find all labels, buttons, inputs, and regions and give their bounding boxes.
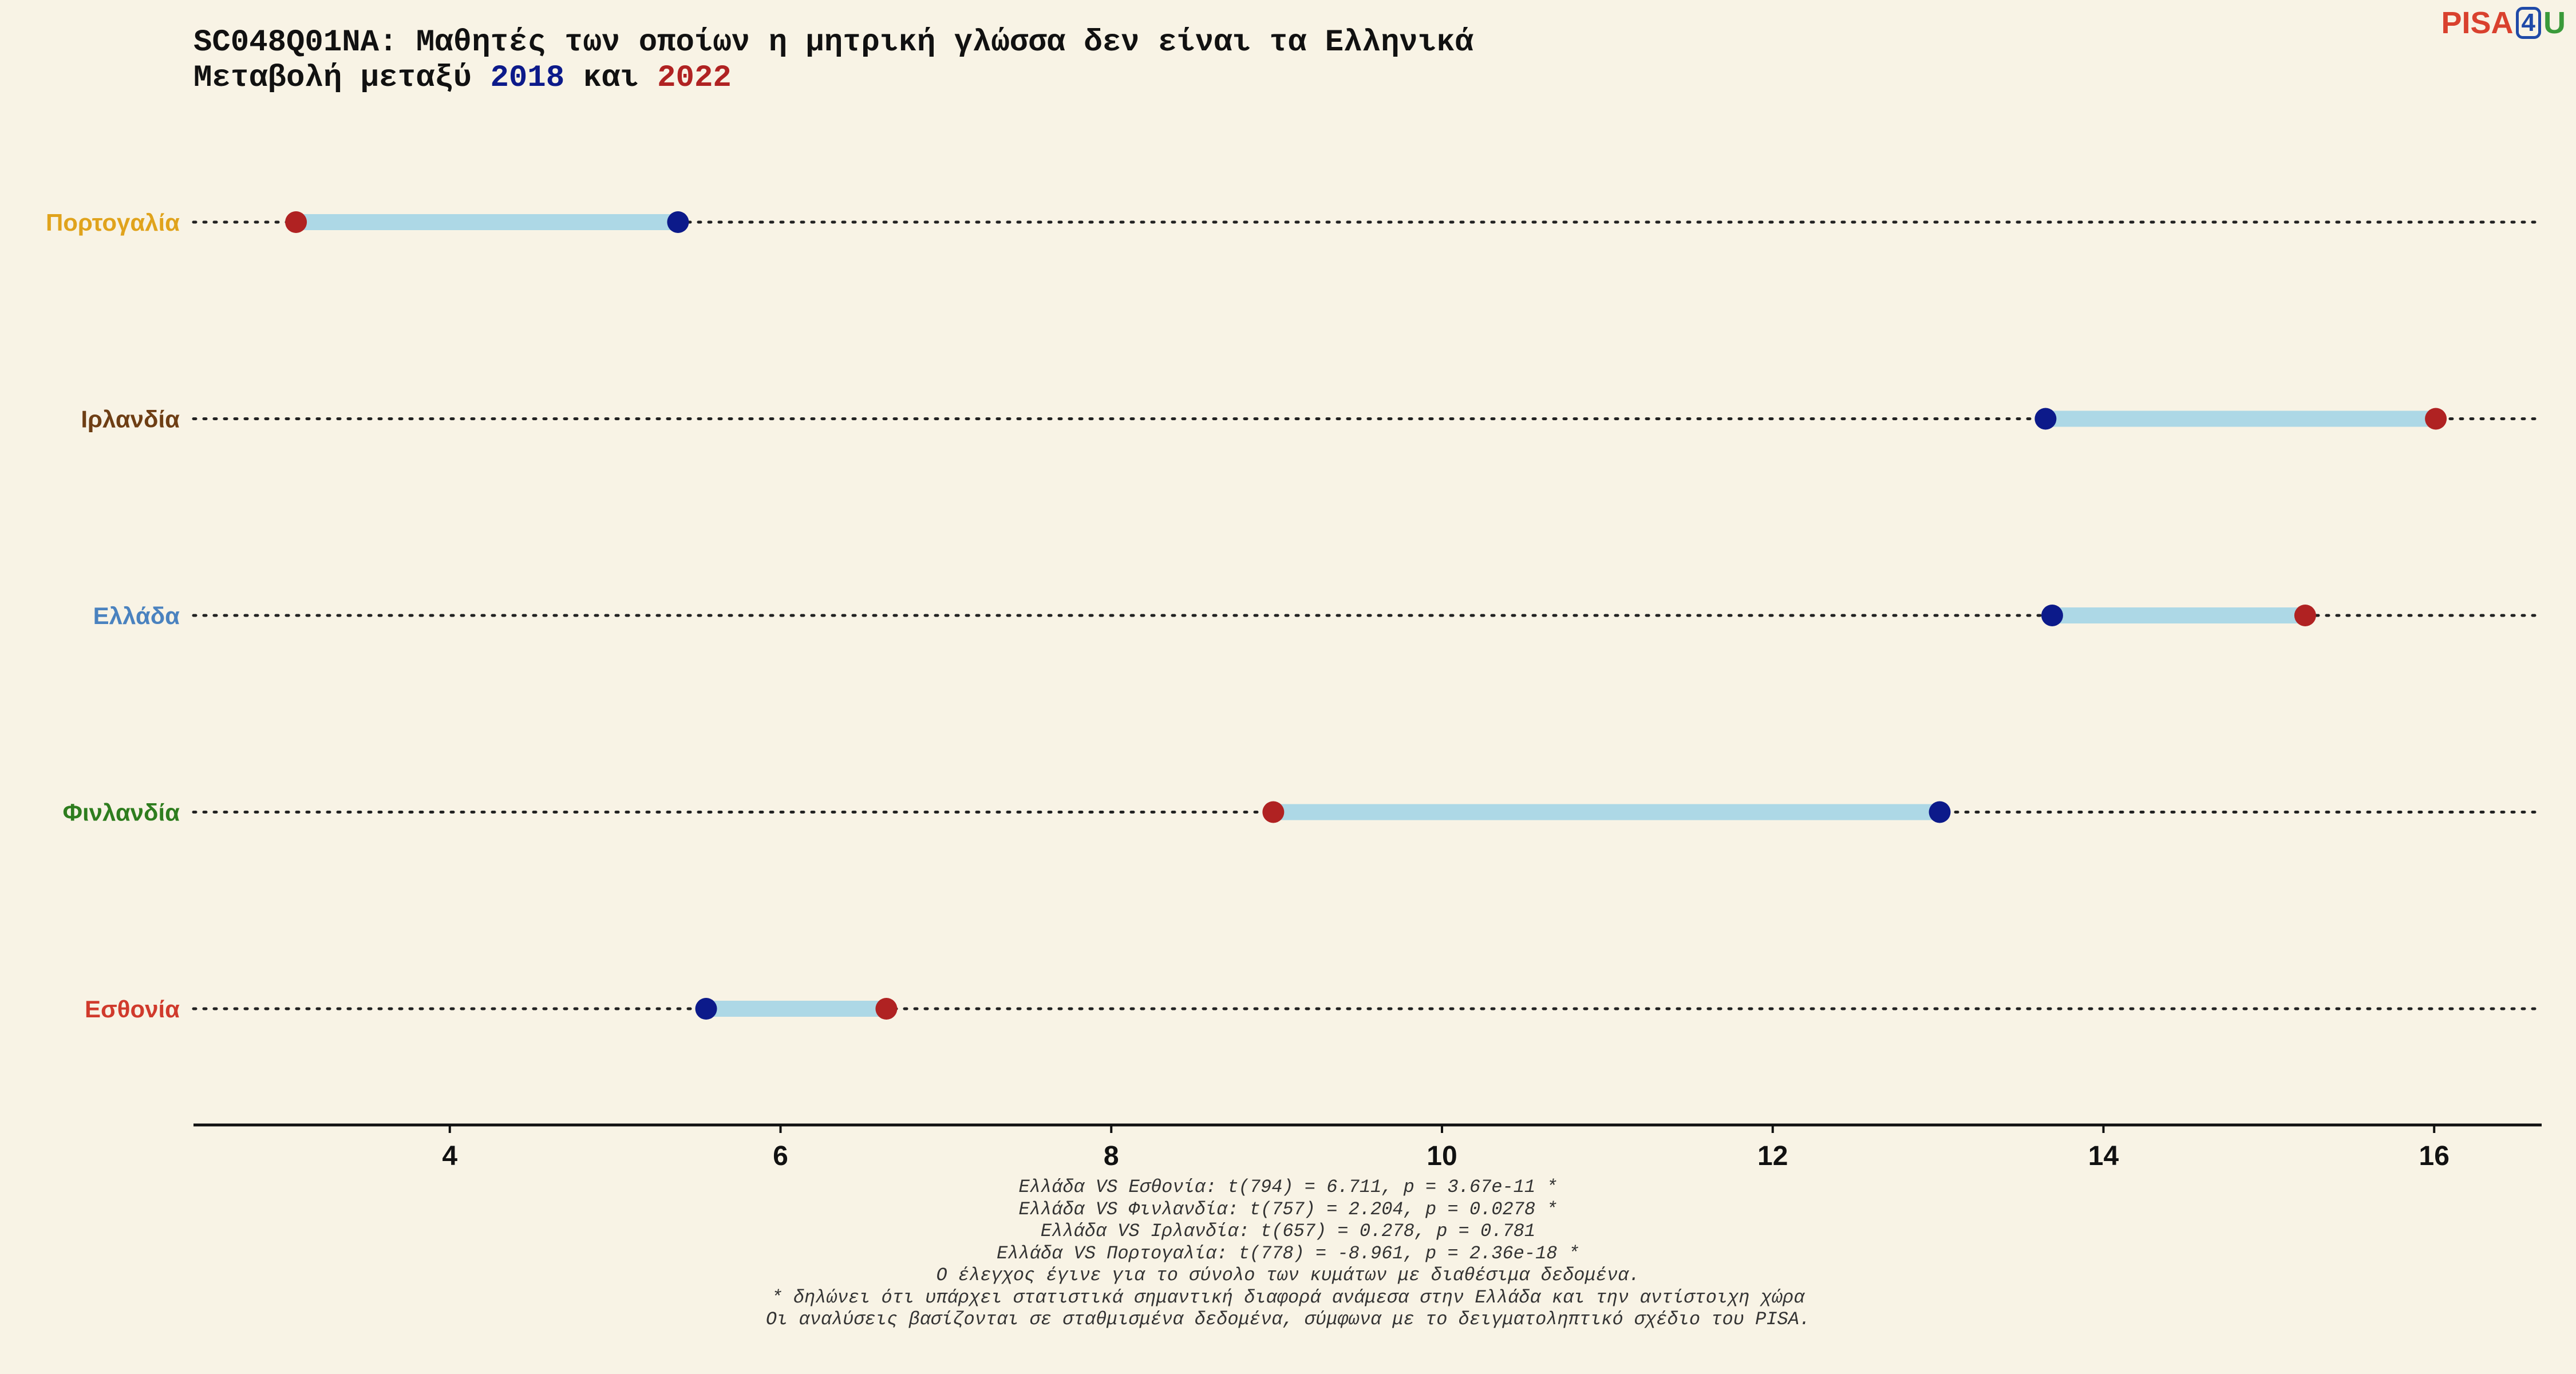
point-2022	[285, 211, 307, 233]
footnote-line: Ελλάδα VS Φινλανδία: t(757) = 2.204, p =…	[1018, 1198, 1558, 1220]
point-2018	[695, 998, 717, 1020]
chart-title: SC048Q01NA: Μαθητές των οποίων η μητρική…	[193, 25, 1473, 96]
point-2018	[1929, 801, 1951, 823]
chart-row: Πορτογαλία	[46, 209, 2543, 236]
point-2022	[2425, 408, 2447, 430]
point-2022	[1262, 801, 1285, 823]
country-label: Φινλανδία	[63, 799, 180, 826]
x-tick-label: 10	[1427, 1141, 1457, 1171]
footnote-line: Οι αναλύσεις βασίζονται σε σταθμισμένα δ…	[765, 1309, 1811, 1330]
x-tick-label: 12	[1757, 1141, 1788, 1171]
x-tick-label: 14	[2088, 1141, 2119, 1171]
footnote-line: Ελλάδα VS Πορτογαλία: t(778) = -8.961, p…	[997, 1242, 1579, 1264]
point-2018	[2034, 408, 2057, 430]
logo-u-text: U	[2543, 6, 2566, 40]
logo-pisa-text: PISA	[2441, 6, 2514, 40]
point-2018	[667, 211, 689, 233]
country-label: Ελλάδα	[93, 602, 180, 629]
title-prefix: Μεταβολή μεταξύ	[193, 61, 472, 96]
x-tick-label: 8	[1104, 1141, 1119, 1171]
footnotes: Ελλάδα VS Εσθονία: t(794) = 6.711, p = 3…	[0, 1176, 2576, 1331]
chart-row: Ιρλανδία	[81, 406, 2543, 433]
country-label: Ιρλανδία	[81, 406, 180, 433]
title-line-1: SC048Q01NA: Μαθητές των οποίων η μητρική…	[193, 25, 1473, 60]
footnote-line: Ο έλεγχος έγινε για το σύνολο των κυμάτω…	[936, 1265, 1640, 1286]
pisa4u-logo: PISA 4 U	[2441, 6, 2566, 40]
x-tick-label: 4	[442, 1141, 457, 1171]
chart-row: Φινλανδία	[63, 799, 2543, 826]
x-tick-label: 6	[773, 1141, 788, 1171]
footnote-line: * δηλώνει ότι υπάρχει στατιστικά σημαντι…	[771, 1286, 1805, 1308]
point-2018	[2041, 605, 2063, 626]
point-2022	[875, 998, 898, 1020]
footnote-line: Ελλάδα VS Ιρλανδία: t(657) = 0.278, p = …	[1040, 1221, 1536, 1242]
title-year-2022: 2022	[657, 61, 732, 96]
x-axis: 4 6 8 10 12 14 16	[193, 1123, 2542, 1171]
title-line-2: Μεταβολή μεταξύ 2018 και 2022	[193, 61, 1473, 96]
footnote-line: Ελλάδα VS Εσθονία: t(794) = 6.711, p = 3…	[1018, 1176, 1558, 1198]
chart-rows: Πορτογαλία Ιρλανδία Ελλάδα Φινλανδία Εσθονία	[46, 209, 2543, 1022]
chart-row: Ελλάδα	[93, 602, 2543, 629]
point-2022	[2294, 605, 2316, 626]
chart-row: Εσθονία	[85, 996, 2543, 1022]
title-conjunction: και	[583, 61, 639, 96]
x-tick-label: 16	[2419, 1141, 2449, 1171]
country-label: Πορτογαλία	[46, 209, 180, 236]
logo-four-text: 4	[2515, 7, 2541, 39]
country-label: Εσθονία	[85, 996, 180, 1022]
title-year-2018: 2018	[490, 61, 565, 96]
